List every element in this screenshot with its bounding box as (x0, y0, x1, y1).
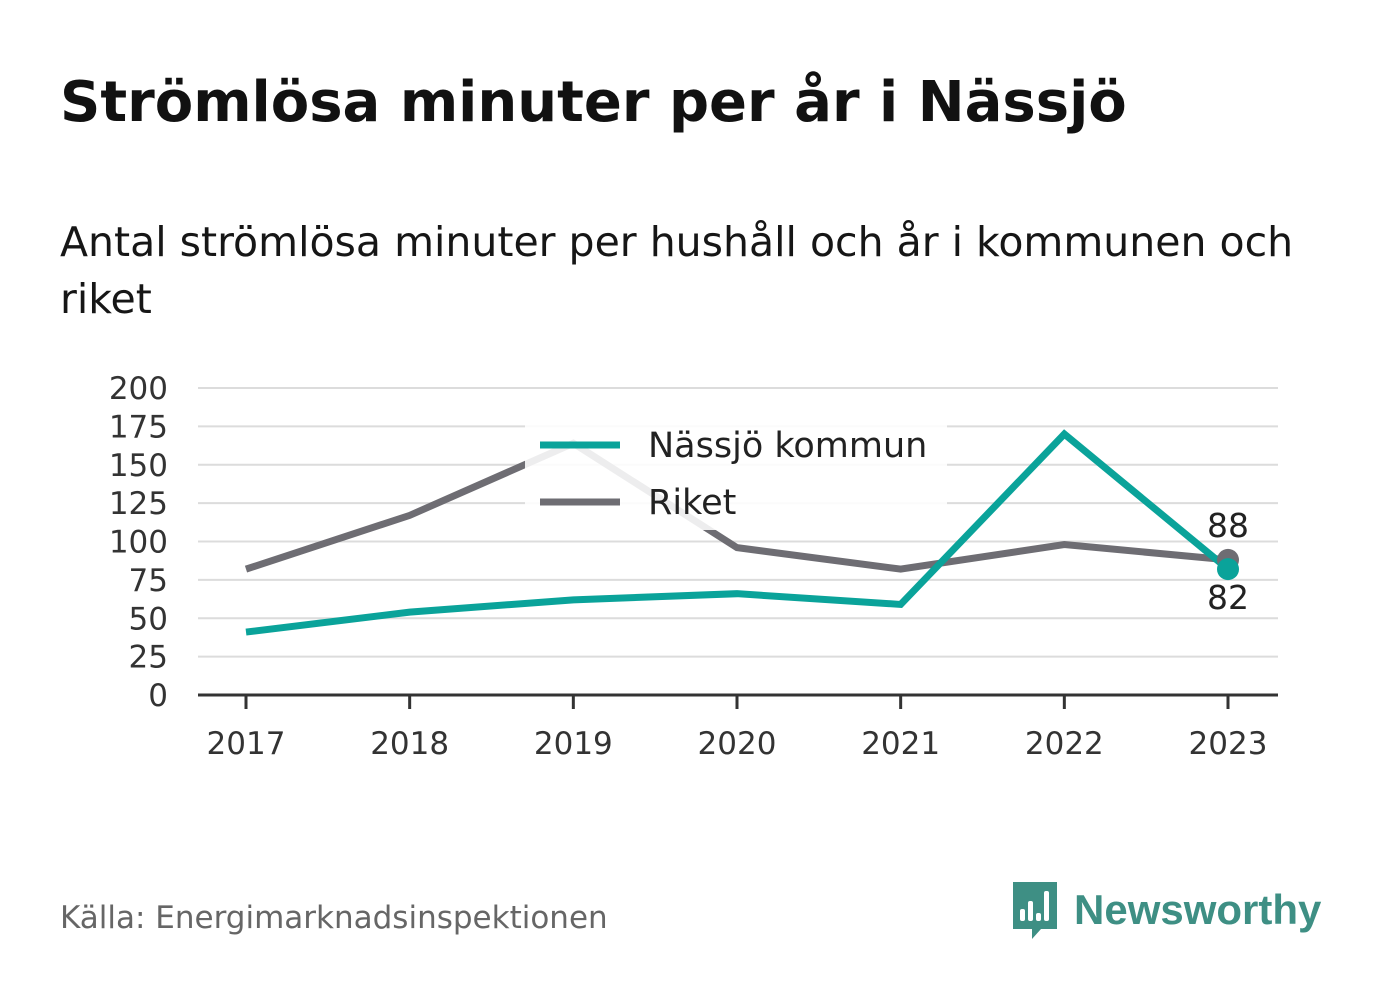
legend-label-nassjo: Nässjö kommun (648, 426, 927, 466)
y-tick-label: 25 (129, 640, 168, 676)
y-tick-label: 75 (129, 563, 168, 599)
end-label-nassjo: 82 (1207, 578, 1249, 617)
end-label-riket: 88 (1207, 506, 1249, 545)
x-tick-label: 2022 (1025, 726, 1104, 762)
legend-label-riket: Riket (648, 483, 736, 523)
y-tick-label: 100 (109, 525, 168, 561)
series-lines (244, 429, 1239, 636)
y-tick-label: 0 (148, 678, 168, 714)
x-tick-label: 2018 (370, 726, 449, 762)
y-tick-label: 50 (129, 601, 168, 637)
legend-background (525, 418, 947, 530)
brand-logo: Newsworthy (1010, 878, 1321, 942)
series-line-riket (244, 439, 1229, 573)
chart-title: Strömlösa minuter per år i Nässjö (60, 70, 1127, 135)
y-tick-label: 150 (109, 448, 168, 484)
y-tick-label: 175 (109, 409, 168, 445)
newsworthy-icon (1013, 882, 1057, 939)
x-tick-label: 2019 (534, 726, 613, 762)
chart-subtitle: Antal strömlösa minuter per hushåll och … (60, 218, 1294, 323)
y-tick-label: 125 (109, 486, 168, 522)
legend: Nässjö kommun Riket (525, 418, 947, 530)
y-tick-label: 200 (109, 371, 168, 407)
x-axis: 2017 2018 2019 2020 2021 2022 2023 (198, 693, 1278, 762)
x-tick-label: 2017 (207, 726, 286, 762)
end-point-nassjo (1217, 558, 1239, 581)
series-line-nassjo (245, 429, 1231, 636)
x-tick-label: 2023 (1189, 726, 1268, 762)
brand-name: Newsworthy (1074, 886, 1322, 933)
end-labels: 88 82 (1207, 506, 1249, 617)
x-tick-label: 2021 (861, 726, 940, 762)
x-tick-label: 2020 (698, 726, 777, 762)
source-note: Källa: Energimarknadsinspektionen (60, 900, 608, 936)
